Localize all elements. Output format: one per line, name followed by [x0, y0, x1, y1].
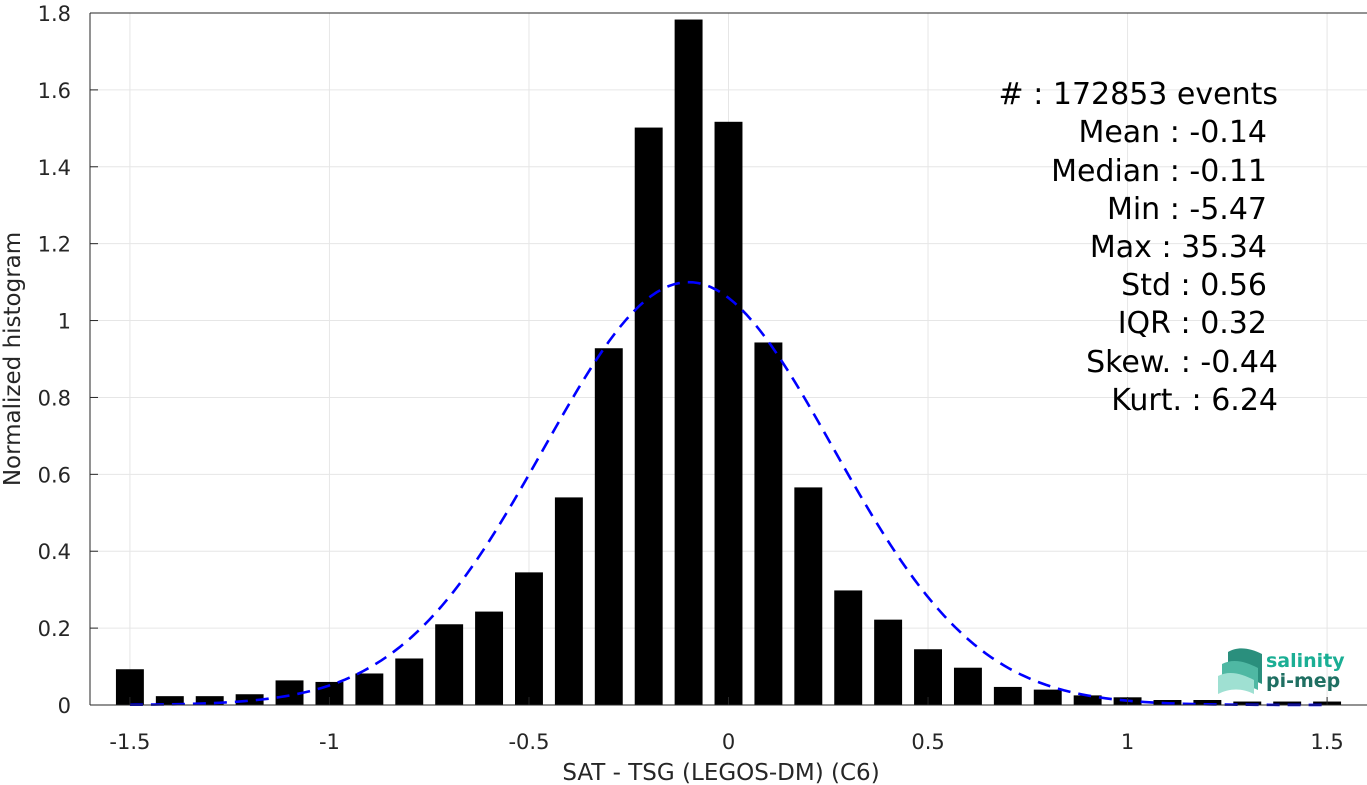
stats-max: Max : 35.34	[1090, 230, 1267, 265]
statistics-panel: # : 172853 events Mean : -0.14 Median : …	[999, 77, 1278, 418]
y-axis-label: Normalized histogram	[0, 232, 26, 486]
stats-events: # : 172853 events	[999, 77, 1278, 112]
wave-icon-front	[1218, 673, 1254, 694]
histogram-bar	[594, 348, 623, 705]
y-tick-label: 0.4	[38, 540, 71, 564]
x-tick-label: -0.5	[508, 730, 549, 754]
histogram-bar	[1193, 700, 1222, 705]
stats-median: Median : -0.11	[1051, 154, 1267, 189]
x-tick-label: 0.5	[911, 730, 944, 754]
salinity-pi-mep-logo: salinity pi-mep	[1218, 648, 1345, 694]
stats-mean: Mean : -0.14	[1078, 115, 1267, 150]
histogram-bar	[794, 487, 823, 705]
histogram-bar	[395, 658, 424, 705]
histogram-bar	[515, 572, 543, 705]
histogram-bar	[634, 127, 663, 705]
histogram-bar	[475, 611, 504, 705]
logo-text-salinity: salinity	[1266, 650, 1345, 672]
histogram-bar	[554, 497, 583, 705]
histogram-bar	[1273, 701, 1302, 705]
histogram-bars	[115, 19, 1342, 705]
histogram-bar	[874, 619, 903, 705]
histogram-bar	[754, 342, 783, 705]
y-tick-label: 0.2	[38, 617, 71, 641]
histogram-bar	[834, 590, 863, 705]
x-axis-label: SAT - TSG (LEGOS-DM) (C6)	[562, 760, 879, 785]
histogram-bar	[914, 649, 942, 705]
wave-logo-icon	[1218, 648, 1262, 694]
histogram-bar	[1233, 701, 1262, 705]
y-tick-label: 0.6	[38, 463, 71, 487]
x-tick-label: 1.5	[1310, 730, 1343, 754]
y-tick-label: 1.8	[38, 2, 71, 26]
x-tick-label: -1.5	[109, 730, 150, 754]
x-tick-label: 0	[722, 730, 735, 754]
axes	[89, 12, 1367, 706]
tick-labels: -1.5 -1 -0.5 0 0.5 1 1.5 0 0.2 0.4 0.6 0.8 1 1.2 1.4 1.…	[38, 2, 1344, 754]
y-tick-label: 1.4	[38, 156, 71, 180]
histogram-bar	[235, 694, 264, 705]
y-tick-label: 0.8	[38, 386, 71, 410]
stats-min: Min : -5.47	[1107, 192, 1267, 227]
stats-std: Std : 0.56	[1121, 268, 1267, 303]
histogram-bar	[155, 696, 184, 705]
histogram-bar	[953, 667, 982, 705]
histogram-bar	[714, 121, 743, 705]
histogram-bar	[674, 19, 703, 705]
stats-iqr: IQR : 0.32	[1118, 306, 1267, 341]
histogram-bar	[1073, 695, 1102, 705]
y-tick-label: 1	[58, 310, 71, 334]
histogram-bar	[435, 624, 464, 705]
y-tick-label: 0	[58, 694, 71, 718]
stats-kurt: Kurt. : 6.24	[1111, 383, 1278, 418]
x-tick-label: 1	[1121, 730, 1134, 754]
histogram-bar	[195, 696, 224, 705]
logo-text-pi-mep: pi-mep	[1266, 670, 1340, 692]
y-tick-label: 1.6	[38, 79, 71, 103]
histogram-bar	[993, 686, 1022, 705]
x-tick-label: -1	[319, 730, 340, 754]
stats-skew: Skew. : -0.44	[1086, 345, 1278, 380]
histogram-bar	[1033, 689, 1062, 705]
y-tick-label: 1.2	[38, 233, 71, 257]
histogram-bar	[355, 673, 384, 705]
